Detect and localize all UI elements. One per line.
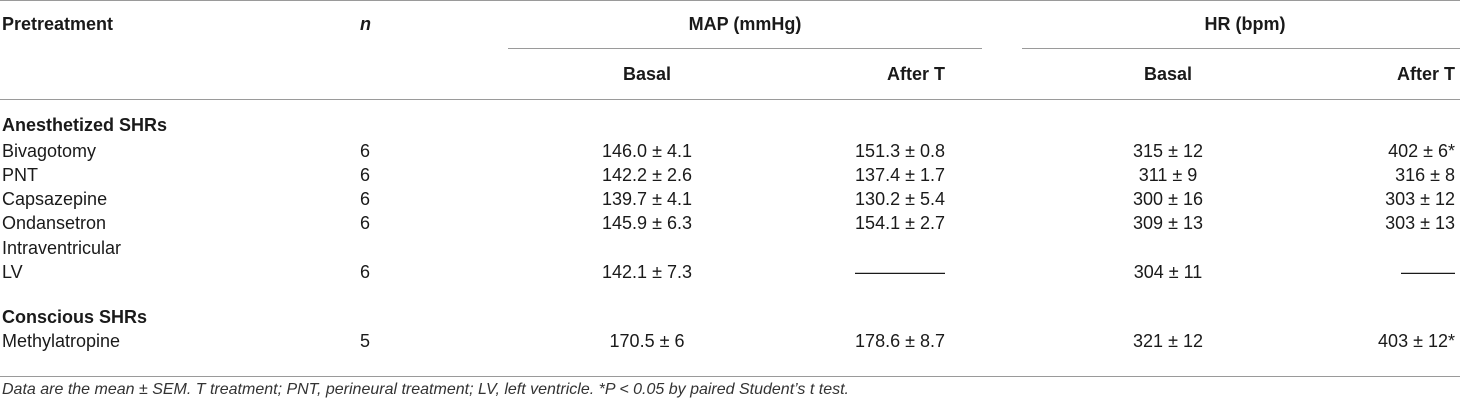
row-hr-after: 403 ± 12*: [1378, 331, 1455, 351]
row-map-after: 154.1 ± 2.7: [855, 213, 945, 233]
row-hr-basal: 315 ± 12: [1133, 141, 1203, 161]
header-hr-group: HR (bpm): [1204, 14, 1286, 34]
header-n: n: [360, 14, 371, 34]
row-n: 5: [360, 331, 371, 351]
row-hr-basal: 300 ± 16: [1133, 189, 1203, 209]
row-hr-basal: 321 ± 12: [1133, 331, 1203, 351]
row-map-basal: 142.2 ± 2.6: [602, 165, 692, 185]
group-title: Anesthetized SHRs: [2, 115, 168, 135]
top-rule: [0, 0, 1460, 1]
row-map-basal: 139.7 ± 4.1: [602, 189, 692, 209]
row-map-after: 178.6 ± 8.7: [855, 331, 945, 351]
row-name: Ondansetron: [2, 213, 107, 233]
header-bottom-rule: [0, 99, 1460, 100]
group-title: Conscious SHRs: [2, 307, 148, 327]
row-map-basal: 170.5 ± 6: [609, 331, 685, 351]
row-hr-after: ———: [1401, 262, 1455, 282]
row-map-basal: 142.1 ± 7.3: [602, 262, 692, 282]
footnote: Data are the mean ± SEM. T treatment; PN…: [2, 381, 849, 398]
row-map-after: 137.4 ± 1.7: [855, 165, 945, 185]
row-n: 6: [360, 165, 371, 185]
row-map-after: 151.3 ± 0.8: [855, 141, 945, 161]
row-name: Intraventricular: [2, 238, 122, 258]
header-hr-after: After T: [1397, 64, 1455, 84]
header-pretreatment: Pretreatment: [2, 14, 114, 34]
row-hr-after: 303 ± 13: [1385, 213, 1455, 233]
map-group-rule: [508, 48, 982, 49]
bottom-rule: [0, 376, 1460, 377]
header-map-after: After T: [887, 64, 945, 84]
row-name: Bivagotomy: [2, 141, 97, 161]
row-n: 6: [360, 141, 371, 161]
row-hr-basal: 304 ± 11: [1133, 262, 1203, 282]
row-hr-after: 316 ± 8: [1395, 165, 1455, 185]
row-map-after: 130.2 ± 5.4: [855, 189, 945, 209]
row-map-basal: 146.0 ± 4.1: [602, 141, 692, 161]
row-hr-after: 402 ± 6*: [1388, 141, 1455, 161]
row-n: 6: [360, 262, 371, 282]
row-map-after: —————: [855, 262, 945, 282]
header-hr-basal: Basal: [1143, 64, 1193, 84]
row-name: PNT: [2, 165, 38, 185]
row-name: Capsazepine: [2, 189, 108, 209]
hr-group-rule: [1022, 48, 1460, 49]
row-n: 6: [360, 213, 371, 233]
row-name: Methylatropine: [2, 331, 121, 351]
row-map-basal: 145.9 ± 6.3: [602, 213, 692, 233]
row-hr-basal: 311 ± 9: [1138, 165, 1198, 185]
header-map-group: MAP (mmHg): [688, 14, 802, 34]
row-n: 6: [360, 189, 371, 209]
row-name: LV: [2, 262, 23, 282]
header-map-basal: Basal: [622, 64, 672, 84]
row-hr-after: 303 ± 12: [1385, 189, 1455, 209]
row-hr-basal: 309 ± 13: [1133, 213, 1203, 233]
